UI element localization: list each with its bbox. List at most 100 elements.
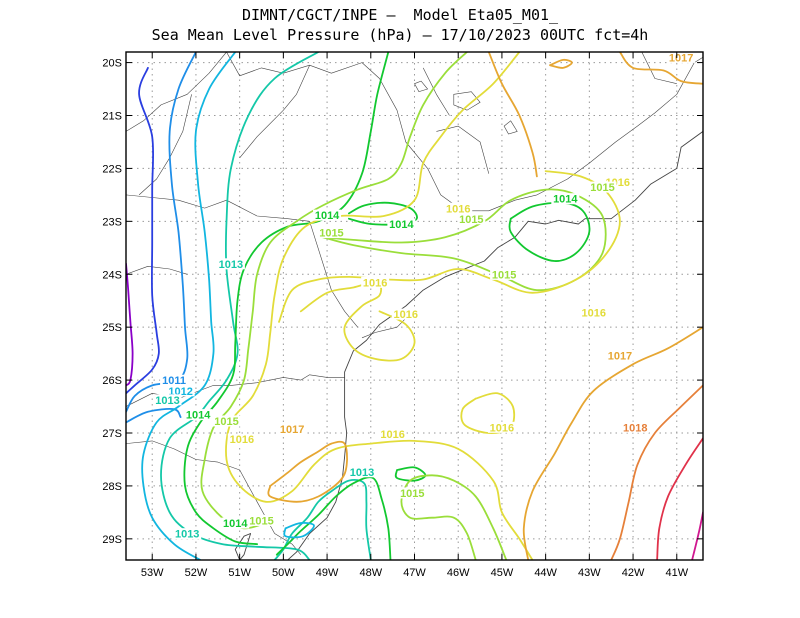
isobar-label: 1016 — [230, 434, 254, 446]
isobar-label: 1016 — [446, 203, 470, 215]
state-border — [126, 52, 227, 132]
x-tick-label: 47W — [403, 567, 426, 579]
isobar-label-bg — [621, 421, 650, 433]
map-title-line-2: Sea Mean Level Pressure (hPa) — 17/10/20… — [151, 26, 649, 44]
isobar-label-bg — [551, 193, 580, 205]
isobar-1009 — [126, 262, 134, 387]
isobar-1018 — [610, 384, 703, 560]
isobar-label: 1018 — [623, 422, 647, 434]
isobar-label-bg — [361, 276, 390, 288]
isobar-label-bg — [588, 181, 617, 193]
map-title-line-1: DIMNT/CGCT/INPE — Model Eta05_M01_ — [241, 6, 559, 24]
y-tick-label: 27S — [102, 428, 122, 440]
isobar-label: 1015 — [590, 182, 614, 194]
isobar-label-bg — [603, 176, 632, 188]
isobar-label: 1017 — [669, 52, 693, 64]
y-tick-label: 21S — [102, 111, 122, 123]
x-tick-label: 49W — [316, 567, 339, 579]
y-tick-label: 26S — [102, 375, 122, 387]
isobar-1014 — [394, 466, 427, 482]
x-tick-label: 51W — [228, 567, 251, 579]
y-tick-label: 23S — [102, 216, 122, 228]
coastline — [287, 131, 703, 560]
isobar-label-bg — [490, 268, 519, 280]
isobar-label: 1014 — [223, 518, 248, 530]
isobar-1017 — [522, 326, 703, 560]
isobar-label: 1016 — [581, 307, 605, 319]
isobar-label-bg — [247, 514, 276, 526]
y-tick-label: 24S — [102, 269, 122, 281]
isobar-1010 — [126, 67, 160, 395]
isobar-label: 1016 — [380, 429, 404, 441]
isobar-1013 — [160, 52, 320, 560]
y-tick-label: 29S — [102, 534, 122, 546]
isobar-label-bg — [184, 409, 213, 421]
y-tick-label: 28S — [102, 481, 122, 493]
isobar-label-bg — [212, 415, 241, 427]
x-tick-label: 44W — [534, 567, 557, 579]
isobar-label: 1017 — [608, 350, 632, 362]
isobar-label: 1015 — [400, 488, 424, 500]
isobar-label: 1014 — [389, 219, 414, 231]
isobar-1015 — [200, 52, 468, 530]
x-tick-label: 53W — [141, 567, 164, 579]
isobar-label-bg — [166, 385, 195, 397]
y-tick-label: 22S — [102, 163, 122, 175]
isobar-label-bg — [444, 202, 473, 214]
isobar-label-bg — [173, 528, 202, 540]
isobar-1013 — [273, 479, 372, 560]
isobar-1017 — [619, 52, 703, 85]
x-tick-label: 45W — [491, 567, 514, 579]
x-tick-label: 41W — [665, 567, 688, 579]
isobar-label-bg — [457, 213, 486, 225]
x-axis-ticks: 53W 52W 51W 50W 49W 48W 47W 46W 45W 44W 43W 42W 41W — [141, 52, 689, 579]
isobar-label-bg — [278, 423, 307, 435]
x-tick-label: 43W — [578, 567, 601, 579]
isobar-1012 — [141, 52, 237, 560]
isobar-label: 1013 — [155, 395, 179, 407]
state-border — [641, 52, 677, 84]
x-tick-label: 50W — [272, 567, 295, 579]
isobar-label: 1011 — [162, 375, 186, 387]
isobar-label-bg — [216, 258, 245, 270]
isobar-label: 1014 — [553, 194, 578, 206]
isobar-label: 1016 — [394, 309, 418, 321]
y-axis-ticks: 20S 21S 22S 23S 24S 25S 26S 27S 28S 29S — [102, 58, 703, 546]
isobar-label-bg — [317, 227, 346, 239]
isobar-label: 1013 — [219, 259, 243, 271]
isobar-label: 1014 — [315, 210, 340, 222]
isobar-1017 — [487, 52, 538, 178]
isobar-1014 — [183, 52, 390, 545]
isobar-label: 1015 — [214, 416, 238, 428]
x-tick-label: 46W — [447, 567, 470, 579]
isobar-label-bg — [153, 394, 182, 406]
state-border — [422, 67, 450, 116]
isobar-label: 1016 — [490, 422, 514, 434]
x-tick-label: 52W — [185, 567, 208, 579]
isobar-1016 — [225, 52, 534, 560]
state-border — [126, 266, 188, 275]
isobar-label-bg — [391, 308, 420, 320]
isobar-label-bg — [605, 349, 634, 361]
isobar-label-bg — [313, 209, 342, 221]
state-border — [536, 57, 703, 196]
state-border — [361, 313, 411, 339]
isobar-label-bg — [667, 52, 696, 63]
isobar-label-bg — [348, 466, 377, 478]
isobar-label: 1013 — [175, 529, 199, 541]
x-tick-label: 42W — [622, 567, 645, 579]
isobar-1014 — [508, 201, 591, 262]
isobar-1012 — [283, 521, 315, 539]
state-border — [226, 52, 537, 212]
isobar-label-bg — [579, 306, 608, 318]
isobar-label: 1015 — [459, 214, 483, 226]
isobar-label-bg — [221, 517, 250, 529]
y-tick-label: 25S — [102, 322, 122, 334]
isobar-label-bg — [378, 428, 407, 440]
isobars — [126, 52, 703, 560]
isobar-1020 — [691, 511, 703, 560]
lake-outline — [453, 91, 481, 111]
x-tick-label: 48W — [359, 567, 382, 579]
isobar-labels: 1017101610151014101610151014101410151013… — [153, 52, 696, 541]
